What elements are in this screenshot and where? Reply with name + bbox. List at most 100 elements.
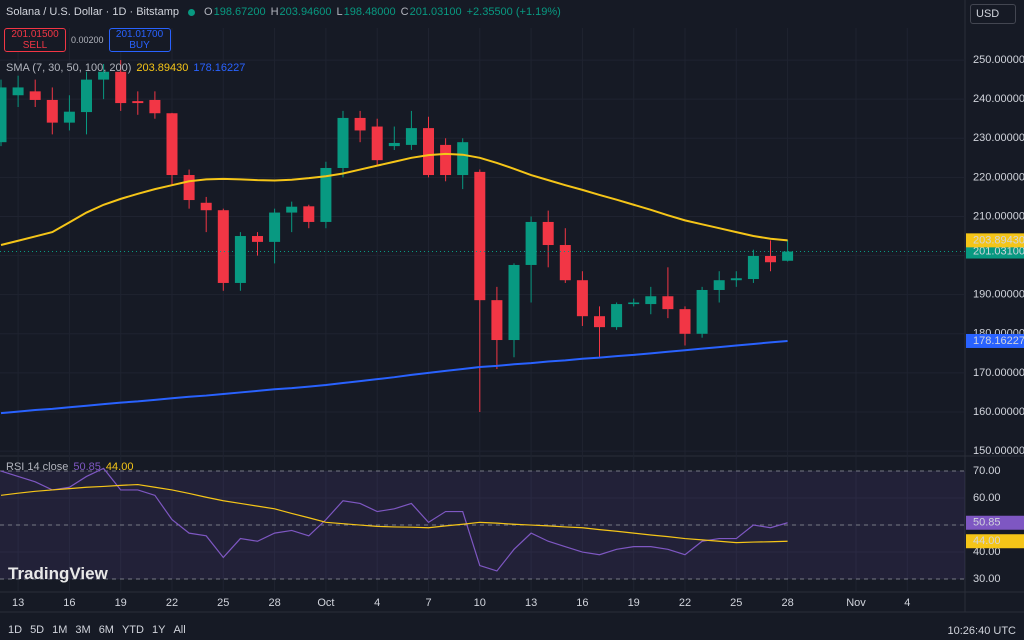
price-badge-label: 50.85	[973, 517, 1001, 529]
x-tick-label: 19	[628, 597, 640, 609]
rsi-value: 44.00	[105, 461, 134, 473]
series-line	[0, 467, 788, 572]
price-badge	[966, 515, 1024, 530]
ohlc-key: O	[204, 6, 213, 18]
ohlc-key: C	[400, 6, 409, 18]
range-button[interactable]: 5D	[30, 624, 45, 636]
candle-body	[765, 255, 776, 263]
candle-body	[132, 101, 144, 104]
ohlc-value: 198.67200	[213, 6, 266, 18]
candle-body	[594, 316, 605, 328]
candle-body	[149, 99, 161, 114]
candle-body	[474, 171, 486, 301]
y-tick-label: 40.00	[973, 546, 1001, 558]
candle-body	[491, 300, 503, 341]
candle-body	[405, 128, 417, 145]
price-badge	[966, 233, 1024, 248]
candle-body	[662, 296, 674, 310]
range-button[interactable]: 3M	[75, 624, 91, 636]
candle-body	[559, 245, 571, 281]
range-toolbar: 1D 5D 1M 3M 6M YTD 1Y All	[8, 624, 194, 636]
range-button[interactable]: All	[173, 624, 186, 636]
candle-body	[679, 309, 691, 334]
buy-price: 201.01700	[115, 29, 164, 40]
candle-body	[286, 206, 298, 213]
x-tick-label: 16	[63, 597, 75, 609]
candle-body	[525, 221, 537, 265]
y-tick-label: 220.00000	[973, 171, 1024, 183]
range-button[interactable]: 1Y	[151, 624, 166, 636]
x-tick-label: 16	[576, 597, 588, 609]
sma-label: SMA (7, 30, 50, 100, 200)	[6, 62, 132, 74]
candle-body	[371, 126, 383, 161]
candle-body	[303, 206, 315, 222]
price-badge	[966, 333, 1024, 348]
range-button[interactable]: YTD	[121, 624, 144, 636]
x-tick-label: 4	[904, 597, 910, 609]
candle-body	[81, 79, 92, 113]
candle-body	[508, 264, 520, 341]
candle-body	[645, 296, 657, 305]
candle-body	[457, 142, 469, 176]
price-badge-label: 178.16227	[973, 335, 1024, 347]
candle-body	[730, 278, 742, 281]
x-tick-label: Oct	[317, 597, 334, 609]
y-tick-label: 230.00000	[973, 132, 1024, 144]
y-tick-label: 70.00	[973, 465, 1001, 477]
x-tick-label: 4	[374, 597, 380, 609]
price-badge-label: 203.89430	[973, 234, 1024, 246]
x-tick-label: 10	[474, 597, 486, 609]
candle-body	[183, 175, 195, 201]
x-tick-label: Nov	[846, 597, 866, 609]
x-tick-label: 28	[781, 597, 793, 609]
x-tick-label: 25	[730, 597, 742, 609]
clock: 10:26:40 UTC	[947, 625, 1016, 637]
candle-body	[611, 304, 623, 328]
buy-button[interactable]: 201.01700 BUY	[108, 28, 171, 52]
series-line	[0, 339, 788, 415]
currency: USD	[976, 8, 1000, 20]
rsi-legend: RSI 14 close 50.85 44.00	[6, 461, 133, 473]
candle-body	[337, 117, 349, 168]
change: +2.35500 (+1.19%)	[466, 6, 561, 18]
y-tick-label: 190.00000	[973, 289, 1024, 301]
candle-body	[12, 87, 24, 96]
symbol: Solana / U.S. Dollar · 1D · Bitstamp	[6, 6, 180, 18]
candle-body	[747, 255, 759, 280]
candle-body	[63, 111, 75, 123]
watermark: TradingView	[8, 564, 108, 583]
x-tick-label: 22	[166, 597, 178, 609]
range-button[interactable]: 6M	[98, 624, 114, 636]
candle-body	[217, 210, 229, 283]
y-tick-label: 250.00000	[973, 54, 1024, 66]
currency-button[interactable]: USD	[970, 4, 1016, 24]
candle-body	[166, 113, 178, 176]
rsi-label: RSI 14 close	[6, 461, 69, 473]
y-tick-label: 60.00	[973, 492, 1001, 504]
y-tick-label: 160.00000	[973, 406, 1024, 418]
y-tick-label: 150.00000	[973, 445, 1024, 457]
candle-body	[388, 142, 400, 147]
candle-body	[542, 221, 554, 246]
candle-body	[98, 71, 110, 80]
y-tick-label: 210.00000	[973, 210, 1024, 222]
candle-body	[713, 280, 725, 290]
candle-body	[269, 212, 281, 242]
x-tick-label: 7	[425, 597, 431, 609]
y-tick-label: 240.00000	[973, 93, 1024, 105]
sell-price: 201.01500	[11, 29, 59, 40]
candle-body	[115, 71, 127, 104]
ohlc-value: 203.94600	[279, 6, 332, 18]
x-tick-label: 25	[217, 597, 229, 609]
ohlc-value: 201.03100	[409, 6, 462, 18]
sell-button[interactable]: 201.01500 SELL	[4, 28, 66, 52]
candle-body	[628, 302, 640, 305]
price-badge	[966, 534, 1024, 549]
candle-body	[29, 91, 41, 100]
sell-label: SELL	[22, 40, 48, 51]
range-button[interactable]: 1D	[8, 624, 23, 636]
range-button[interactable]: 1M	[52, 624, 68, 636]
candle-body	[200, 202, 212, 211]
